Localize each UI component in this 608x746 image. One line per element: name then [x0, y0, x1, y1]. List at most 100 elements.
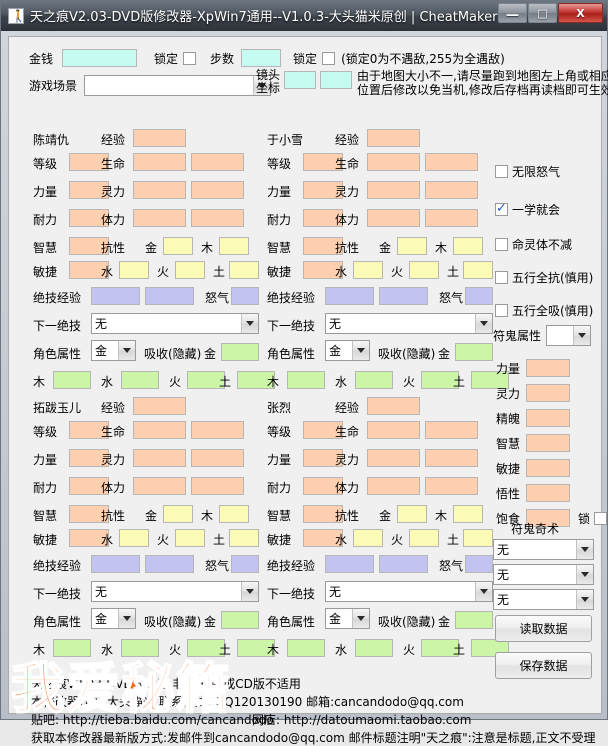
close-button[interactable]: X — [558, 3, 603, 23]
level-input[interactable] — [69, 153, 109, 171]
resist-metal-input[interactable] — [163, 237, 193, 255]
option-checkbox[interactable] — [495, 271, 508, 284]
resist-wood-input[interactable] — [453, 237, 483, 255]
resist-metal-input[interactable] — [163, 505, 193, 523]
next-skill-select[interactable]: 无 — [325, 313, 493, 334]
chevron-down-icon[interactable] — [118, 341, 135, 360]
absorb-water-input[interactable] — [121, 371, 159, 389]
level-input[interactable] — [303, 421, 343, 439]
resist-earth-input[interactable] — [229, 529, 259, 547]
absorb-earth-input[interactable] — [237, 371, 275, 389]
endurance-input[interactable] — [69, 209, 109, 227]
chevron-down-icon[interactable] — [475, 314, 492, 333]
option-4[interactable]: 五行全抗(慎用) — [495, 269, 593, 286]
agility-input[interactable] — [69, 261, 109, 279]
rage-input[interactable] — [465, 555, 493, 573]
skill-exp-input-2[interactable] — [379, 555, 428, 573]
hp-current-input[interactable] — [133, 421, 186, 439]
mana-current-input[interactable] — [367, 181, 420, 199]
absorb-water-input[interactable] — [121, 639, 159, 657]
absorb-fire-input[interactable] — [187, 371, 225, 389]
chevron-down-icon[interactable] — [118, 609, 135, 628]
endurance-input[interactable] — [303, 477, 343, 495]
fugui-skill-select-2[interactable]: 无 — [493, 564, 594, 585]
fugui-stat-input[interactable] — [526, 509, 571, 527]
chevron-down-icon[interactable] — [576, 590, 593, 609]
absorb-earth-input[interactable] — [237, 639, 275, 657]
role-attr-select[interactable]: 金 — [325, 608, 370, 629]
exp-input[interactable] — [367, 129, 420, 147]
resist-fire-input[interactable] — [175, 529, 205, 547]
option-5[interactable]: 五行全吸(慎用) — [495, 302, 593, 319]
fugui-stat-input[interactable] — [526, 484, 571, 502]
absorb-fire-input[interactable] — [187, 639, 225, 657]
chevron-down-icon[interactable] — [352, 341, 369, 360]
hp-current-input[interactable] — [367, 153, 420, 171]
resist-fire-input[interactable] — [409, 261, 439, 279]
absorb-earth-input[interactable] — [471, 371, 509, 389]
read-data-button[interactable]: 读取数据 — [495, 615, 592, 642]
agility-input[interactable] — [303, 529, 343, 547]
fugui-stat-input[interactable] — [526, 359, 571, 377]
option-2[interactable]: 一学就会 — [495, 201, 560, 218]
stamina-max-input[interactable] — [191, 477, 244, 495]
wisdom-input[interactable] — [69, 237, 109, 255]
skill-exp-input-1[interactable] — [91, 555, 140, 573]
money-lock-checkbox[interactable] — [183, 51, 197, 65]
strength-input[interactable] — [303, 449, 343, 467]
absorb-water-input[interactable] — [355, 371, 393, 389]
next-skill-select[interactable]: 无 — [91, 313, 259, 334]
endurance-input[interactable] — [303, 209, 343, 227]
skill-exp-input-1[interactable] — [325, 555, 374, 573]
stamina-max-input[interactable] — [425, 477, 478, 495]
save-data-button[interactable]: 保存数据 — [495, 652, 592, 679]
hp-current-input[interactable] — [133, 153, 186, 171]
level-input[interactable] — [303, 153, 343, 171]
absorb-wood-input[interactable] — [53, 371, 91, 389]
camera-y-input[interactable] — [320, 71, 352, 89]
chevron-down-icon[interactable] — [573, 326, 591, 345]
absorb-metal-input[interactable] — [221, 343, 259, 361]
resist-wood-input[interactable] — [219, 237, 249, 255]
resist-earth-input[interactable] — [463, 261, 493, 279]
fugui-stat-input[interactable] — [526, 434, 571, 452]
rage-input[interactable] — [231, 555, 259, 573]
option-checkbox[interactable] — [495, 304, 508, 317]
fugui-stat-input[interactable] — [526, 384, 571, 402]
chevron-down-icon[interactable] — [576, 565, 593, 584]
exp-input[interactable] — [133, 129, 186, 147]
fugui-skill-select-3[interactable]: 无 — [493, 589, 594, 610]
chevron-down-icon[interactable] — [576, 540, 593, 559]
money-input[interactable] — [62, 49, 138, 67]
resist-metal-input[interactable] — [397, 505, 427, 523]
hp-current-input[interactable] — [367, 421, 420, 439]
role-attr-select[interactable]: 金 — [91, 608, 136, 629]
wisdom-input[interactable] — [303, 505, 343, 523]
steps-lock-checkbox[interactable] — [322, 51, 336, 65]
stamina-current-input[interactable] — [133, 477, 186, 495]
option-1[interactable]: 无限怒气 — [495, 163, 560, 180]
rage-input[interactable] — [465, 287, 493, 305]
skill-exp-input-2[interactable] — [379, 287, 428, 305]
stamina-max-input[interactable] — [191, 209, 244, 227]
maximize-button[interactable]: □ — [528, 3, 557, 23]
endurance-input[interactable] — [69, 477, 109, 495]
fugui-stat-input[interactable] — [526, 409, 571, 427]
strength-input[interactable] — [69, 449, 109, 467]
level-input[interactable] — [69, 421, 109, 439]
absorb-wood-input[interactable] — [287, 371, 325, 389]
resist-wood-input[interactable] — [453, 505, 483, 523]
resist-earth-input[interactable] — [229, 261, 259, 279]
agility-input[interactable] — [69, 529, 109, 547]
exp-input[interactable] — [367, 397, 420, 415]
stamina-current-input[interactable] — [367, 209, 420, 227]
fugui-stat-input[interactable] — [526, 459, 571, 477]
role-attr-select[interactable]: 金 — [91, 340, 136, 361]
option-checkbox[interactable] — [495, 201, 508, 216]
chevron-down-icon[interactable] — [475, 582, 492, 601]
wisdom-input[interactable] — [69, 505, 109, 523]
chevron-down-icon[interactable] — [352, 609, 369, 628]
option-checkbox[interactable] — [495, 238, 508, 251]
resist-fire-input[interactable] — [409, 529, 439, 547]
mana-current-input[interactable] — [133, 449, 186, 467]
